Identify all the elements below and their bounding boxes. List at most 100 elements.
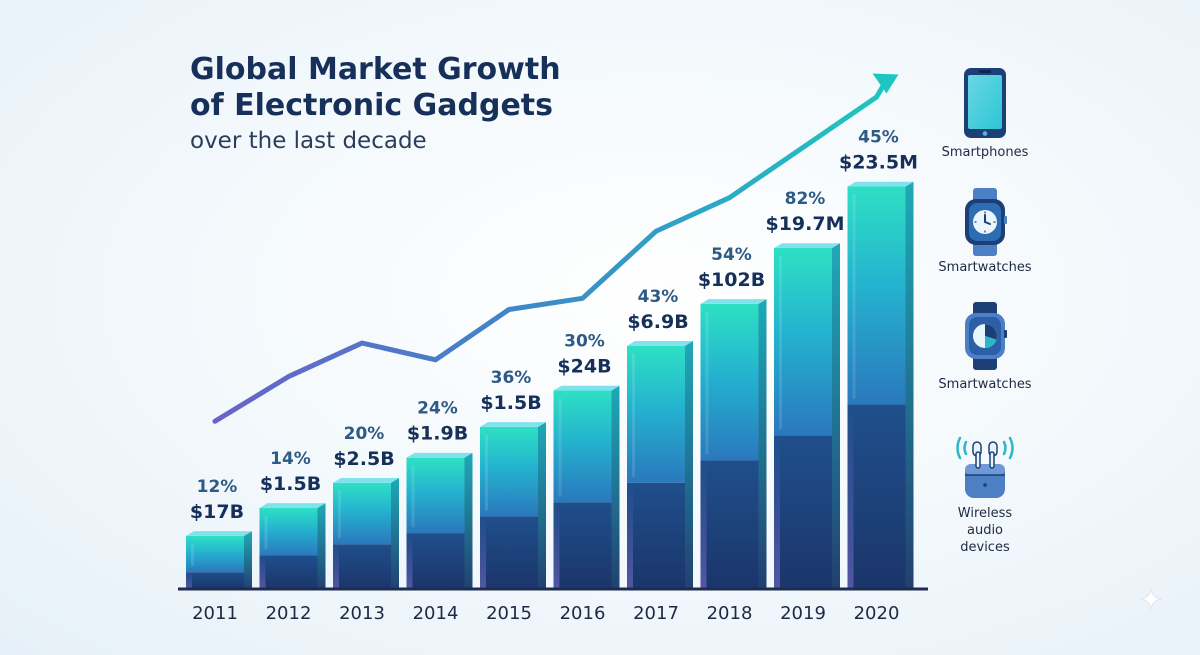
value-label-2014: $1.9B <box>407 423 468 445</box>
bar-2016 <box>553 385 620 589</box>
value-label-2011: $17B <box>190 501 244 523</box>
value-label-2012: $1.5B <box>260 473 321 495</box>
bar-side-2017 <box>685 341 693 589</box>
value-label-2016: $24B <box>557 356 611 378</box>
bar-highlight-2018 <box>705 311 709 455</box>
percent-label-2015: 36% <box>491 368 532 388</box>
bar-glow-2020 <box>847 404 854 589</box>
bar-upper-2018 <box>700 303 759 461</box>
bar-highlight-2012 <box>264 515 268 550</box>
bar-upper-2019 <box>774 248 832 436</box>
legend-label-smartwatches-2: Smartwatches <box>938 377 1032 392</box>
trend-arrow-head <box>872 73 899 94</box>
bar-glow-2019 <box>774 435 780 589</box>
bar-side-2014 <box>464 452 473 589</box>
bar-2012 <box>259 503 326 589</box>
percent-label-2020: 45% <box>858 128 899 148</box>
bar-lower-2014 <box>406 533 465 589</box>
bar-lower-2017 <box>627 482 685 589</box>
bar-side-2011 <box>244 531 252 589</box>
bar-side-2018 <box>758 299 767 589</box>
percent-label-2018: 54% <box>711 245 752 265</box>
labels-layer: $17B 12% 2011 $1.5B 14% 2012 $2.5B 20% 2013 $1.9B… <box>190 128 918 624</box>
bar-2014 <box>406 452 473 589</box>
bar-lower-2012 <box>259 555 318 589</box>
smartwatch-icon <box>965 188 1007 256</box>
sparkle-icon <box>1140 588 1162 610</box>
chart-title-line-1: Global Market Growth <box>190 52 561 87</box>
earbuds-icon <box>956 436 1014 498</box>
bar-cap-2019 <box>774 243 840 249</box>
bar-cap-2011 <box>186 531 252 536</box>
bar-lower-2018 <box>700 460 759 589</box>
bar-upper-2013 <box>333 482 391 545</box>
year-label-2019: 2019 <box>780 603 826 624</box>
bar-highlight-2020 <box>852 194 856 399</box>
trend-layer <box>212 73 899 424</box>
bar-cap-2014 <box>406 452 473 458</box>
value-label-2019: $19.7M <box>765 213 844 235</box>
legend-label-smartphones: Smartphones <box>941 145 1029 160</box>
bar-2019 <box>774 243 840 589</box>
bar-side-2012 <box>317 503 326 589</box>
percent-label-2014: 24% <box>417 399 458 419</box>
percent-label-2012: 14% <box>270 449 311 469</box>
bar-upper-2012 <box>259 507 318 556</box>
bar-cap-2016 <box>553 385 620 391</box>
year-label-2012: 2012 <box>266 603 312 624</box>
bar-glow-2017 <box>627 482 633 589</box>
percent-label-2016: 30% <box>564 332 605 352</box>
bar-side-2016 <box>611 385 620 589</box>
trend-line <box>212 81 887 424</box>
bar-2011 <box>186 531 252 589</box>
legend-label-wireless-audio-line-3: devices <box>960 540 1010 555</box>
bar-side-2019 <box>832 243 840 589</box>
bar-highlight-2017 <box>632 353 635 477</box>
bar-upper-2014 <box>406 457 465 534</box>
year-label-2020: 2020 <box>854 603 900 624</box>
bars-layer <box>186 181 914 589</box>
bar-2013 <box>333 477 399 589</box>
chart-subtitle: over the last decade <box>190 128 427 154</box>
bar-lower-2013 <box>333 544 391 589</box>
bar-glow-2011 <box>186 572 192 589</box>
bar-highlight-2011 <box>191 543 194 567</box>
bar-glow-2014 <box>406 533 413 589</box>
bar-highlight-2019 <box>779 256 782 430</box>
year-label-2017: 2017 <box>633 603 679 624</box>
chart-title-block: Global Market Growth of Electronic Gadge… <box>190 52 610 154</box>
percent-label-2011: 12% <box>197 477 238 497</box>
bar-2018 <box>700 299 767 589</box>
bar-side-2020 <box>905 181 914 589</box>
bar-upper-2017 <box>627 345 685 483</box>
bar-highlight-2016 <box>558 398 562 497</box>
year-label-2014: 2014 <box>413 603 459 624</box>
value-label-2013: $2.5B <box>333 448 394 470</box>
bar-highlight-2015 <box>485 434 488 511</box>
bar-2015 <box>480 422 546 589</box>
smartwatch-chart-icon <box>965 302 1007 370</box>
value-label-2018: $102B <box>698 269 765 291</box>
value-label-2017: $6.9B <box>627 311 688 333</box>
year-label-2016: 2016 <box>560 603 606 624</box>
bar-cap-2018 <box>700 299 767 304</box>
bar-lower-2015 <box>480 516 538 589</box>
chart-title-line-2: of Electronic Gadgets <box>190 88 553 123</box>
year-label-2018: 2018 <box>707 603 753 624</box>
bar-glow-2015 <box>480 516 486 589</box>
bar-upper-2016 <box>553 390 612 503</box>
year-label-2013: 2013 <box>339 603 385 624</box>
bar-lower-2016 <box>553 502 612 589</box>
bar-glow-2013 <box>333 544 339 589</box>
bar-highlight-2014 <box>411 465 415 528</box>
smartphone-icon <box>964 68 1006 138</box>
bar-cap-2012 <box>259 503 326 508</box>
bar-cap-2013 <box>333 477 399 483</box>
bar-upper-2011 <box>186 535 244 573</box>
bar-upper-2020 <box>847 186 906 405</box>
bar-side-2015 <box>538 422 546 589</box>
bar-lower-2019 <box>774 435 832 589</box>
bar-glow-2018 <box>700 460 707 589</box>
bar-cap-2017 <box>627 341 693 346</box>
bar-2020 <box>847 181 914 589</box>
